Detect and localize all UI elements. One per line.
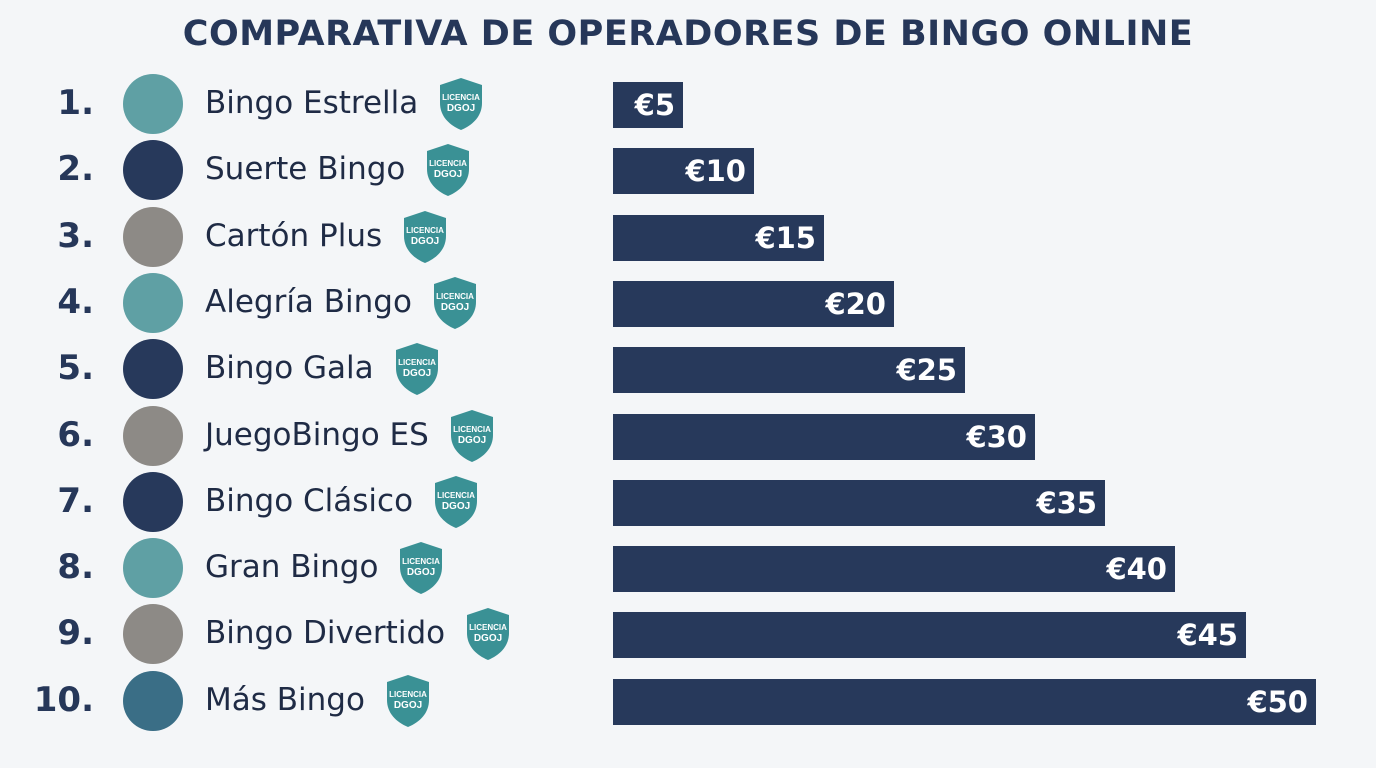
bar-value-label: €5 — [634, 88, 675, 122]
operator-avatar — [123, 471, 183, 532]
badge-text-line1: LICENCIA — [436, 292, 474, 301]
operator-row: 6. JuegoBingo ES LICENCIA DGOJ €30 — [0, 402, 1376, 468]
rank-number: 4. — [57, 281, 94, 322]
operator-name: Bingo Divertido — [205, 615, 446, 652]
operator-name: JuegoBingo ES — [205, 416, 429, 453]
value-bar: €30 — [613, 413, 1035, 460]
badge-text-line1: LICENCIA — [453, 425, 491, 434]
value-bar: €35 — [613, 479, 1105, 526]
operator-row: 2. Suerte Bingo LICENCIA DGOJ €10 — [0, 136, 1376, 202]
value-bar: €15 — [613, 214, 824, 261]
chart-title: COMPARATIVA DE OPERADORES DE BINGO ONLIN… — [182, 14, 1194, 54]
badge-text-line1: LICENCIA — [429, 159, 467, 168]
operator-name: Cartón Plus — [205, 217, 383, 254]
operator-name: Gran Bingo — [205, 549, 379, 586]
bar-value-label: €45 — [1177, 618, 1238, 653]
operator-row: 9. Bingo Divertido LICENCIA DGOJ €45 — [0, 600, 1376, 666]
operator-avatar — [123, 272, 183, 333]
value-bar: €45 — [613, 612, 1246, 659]
operator-row: 3. Cartón Plus LICENCIA DGOJ €15 — [0, 203, 1376, 269]
badge-text-line2: DGOJ — [411, 236, 439, 247]
operator-row: 10. Más Bingo LICENCIA DGOJ €50 — [0, 667, 1376, 733]
bar-value-label: €35 — [1036, 485, 1097, 520]
license-shield-icon: LICENCIA DGOJ — [449, 408, 495, 464]
rank-number: 7. — [57, 480, 94, 521]
badge-text-line1: LICENCIA — [398, 358, 436, 367]
badge-text-line1: LICENCIA — [389, 690, 427, 699]
license-shield-icon: LICENCIA DGOJ — [433, 474, 479, 530]
operator-avatar — [123, 604, 183, 665]
badge-text-line2: DGOJ — [434, 169, 462, 180]
operator-row: 4. Alegría Bingo LICENCIA DGOJ €20 — [0, 269, 1376, 335]
license-shield-icon: LICENCIA DGOJ — [402, 209, 448, 265]
operator-name: Bingo Clásico — [205, 482, 414, 519]
rank-number: 3. — [57, 215, 94, 256]
license-shield-icon: LICENCIA DGOJ — [425, 142, 471, 198]
operator-row: 8. Gran Bingo LICENCIA DGOJ €40 — [0, 534, 1376, 600]
rank-number: 6. — [57, 414, 94, 455]
license-shield-icon: LICENCIA DGOJ — [465, 606, 511, 662]
rank-number: 2. — [57, 149, 94, 190]
rank-number: 10. — [33, 679, 94, 720]
value-bar: €50 — [613, 678, 1316, 725]
license-shield-icon: LICENCIA DGOJ — [398, 540, 444, 596]
badge-text-line2: DGOJ — [394, 700, 422, 711]
operator-avatar — [123, 670, 183, 731]
badge-text-line2: DGOJ — [441, 302, 469, 313]
operator-name: Más Bingo — [205, 681, 365, 718]
operator-avatar — [123, 74, 183, 134]
license-shield-icon: LICENCIA DGOJ — [394, 341, 440, 397]
badge-text-line2: DGOJ — [474, 633, 502, 644]
operator-row: 7. Bingo Clásico LICENCIA DGOJ €35 — [0, 468, 1376, 534]
badge-text-line1: LICENCIA — [402, 557, 440, 566]
license-shield-icon: LICENCIA DGOJ — [385, 673, 431, 729]
operator-name: Bingo Gala — [205, 350, 374, 387]
license-shield-icon: LICENCIA DGOJ — [438, 76, 484, 132]
badge-text-line1: LICENCIA — [469, 623, 507, 632]
value-bar: €25 — [613, 347, 965, 394]
value-bar: €40 — [613, 546, 1175, 593]
rank-number: 1. — [57, 83, 94, 123]
badge-text-line2: DGOJ — [407, 567, 435, 578]
operator-avatar — [123, 339, 183, 400]
bar-value-label: €30 — [966, 419, 1027, 454]
badge-text-line2: DGOJ — [403, 368, 431, 379]
bar-value-label: €40 — [1106, 552, 1167, 587]
bar-value-label: €15 — [755, 220, 816, 255]
rank-number: 8. — [57, 547, 94, 588]
badge-text-line1: LICENCIA — [437, 491, 475, 500]
value-bar: €5 — [613, 82, 683, 128]
value-bar: €10 — [613, 148, 754, 195]
bar-value-label: €10 — [685, 154, 746, 189]
operator-avatar — [123, 206, 183, 267]
rank-number: 9. — [57, 613, 94, 654]
badge-text-line2: DGOJ — [447, 103, 475, 114]
operator-name: Bingo Estrella — [205, 85, 419, 121]
license-shield-icon: LICENCIA DGOJ — [432, 275, 478, 331]
operator-row: 5. Bingo Gala LICENCIA DGOJ €25 — [0, 335, 1376, 401]
operator-avatar — [123, 538, 183, 599]
bar-value-label: €25 — [896, 353, 957, 388]
operator-avatar — [123, 405, 183, 466]
badge-text-line1: LICENCIA — [406, 226, 444, 235]
operator-name: Alegría Bingo — [205, 283, 412, 320]
badge-text-line2: DGOJ — [442, 501, 470, 512]
value-bar: €20 — [613, 280, 894, 327]
bar-value-label: €50 — [1247, 684, 1308, 719]
badge-text-line1: LICENCIA — [442, 93, 480, 102]
bar-value-label: €20 — [825, 286, 886, 321]
operator-name: Suerte Bingo — [205, 151, 406, 188]
operator-avatar — [123, 140, 183, 201]
badge-text-line2: DGOJ — [458, 435, 486, 446]
operator-row: 1. Bingo Estrella LICENCIA DGOJ €5 — [0, 70, 1376, 136]
rank-number: 5. — [57, 348, 94, 389]
